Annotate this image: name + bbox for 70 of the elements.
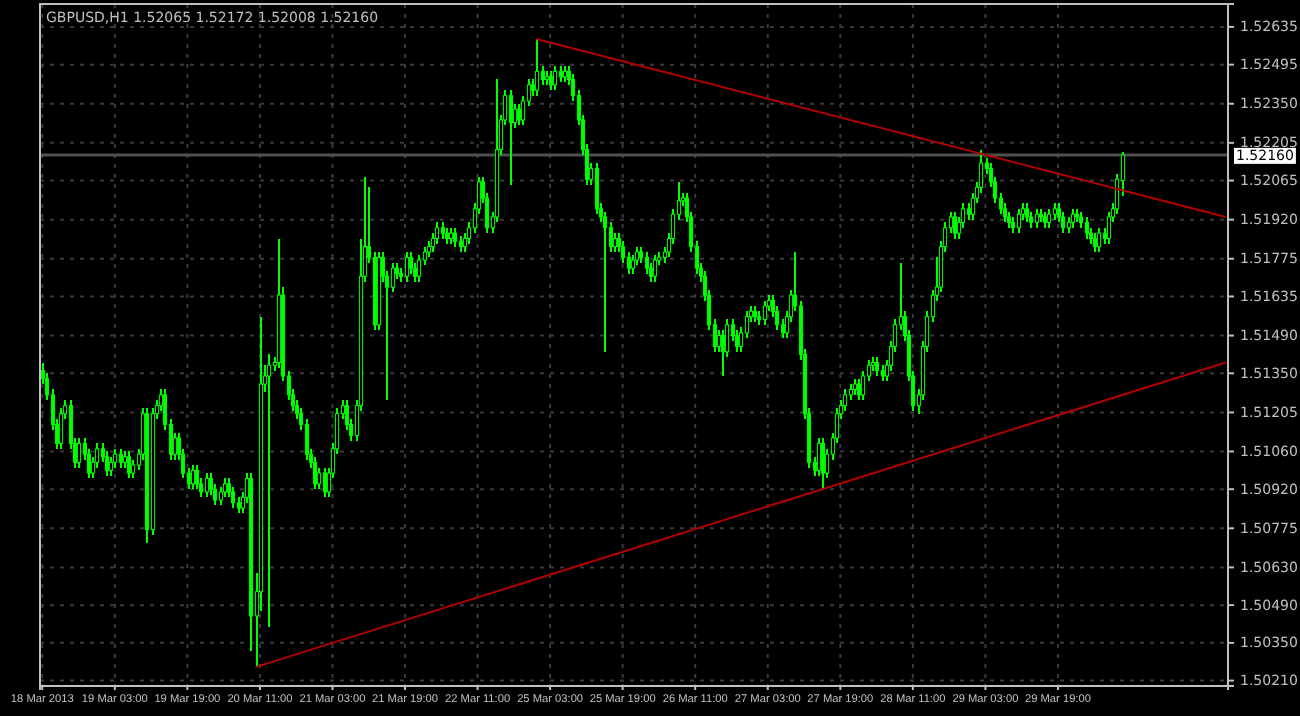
candlestick xyxy=(548,70,554,92)
candlestick xyxy=(230,485,236,510)
candlestick xyxy=(1092,232,1098,253)
candlestick xyxy=(126,450,132,480)
candlestick xyxy=(874,356,880,377)
candlestick xyxy=(218,485,224,507)
candlestick xyxy=(562,65,568,84)
candlestick xyxy=(540,65,546,86)
candlestick xyxy=(856,377,862,402)
candlestick xyxy=(322,466,328,499)
candlestick xyxy=(1096,226,1102,253)
candlestick xyxy=(204,472,210,499)
candlestick xyxy=(376,251,382,332)
candlestick xyxy=(952,210,958,240)
candlestick xyxy=(444,226,450,245)
candlestick xyxy=(1046,207,1052,229)
candlestick xyxy=(558,65,564,84)
candlestick xyxy=(108,455,114,477)
candlestick xyxy=(602,210,608,353)
candlestick xyxy=(594,162,600,216)
candlestick xyxy=(458,234,464,253)
candlestick xyxy=(404,251,410,283)
candlestick xyxy=(112,447,118,469)
candlestick xyxy=(1042,210,1048,229)
candlestick xyxy=(852,377,858,396)
candlestick xyxy=(434,221,440,245)
candlestick xyxy=(222,477,228,499)
candlestick xyxy=(408,251,414,275)
candlestick xyxy=(508,89,514,186)
candlestick xyxy=(880,364,886,383)
candlestick xyxy=(1052,202,1058,221)
candlestick xyxy=(762,299,768,326)
candlestick xyxy=(190,463,196,491)
candlestick xyxy=(448,226,454,245)
candlestick xyxy=(312,455,318,491)
candlestick xyxy=(58,407,64,450)
candlestick xyxy=(416,253,422,283)
candlestick xyxy=(118,447,124,469)
candlestick xyxy=(440,221,446,240)
candlestick xyxy=(820,437,826,491)
candlestick xyxy=(1028,210,1034,229)
candlestick xyxy=(1106,210,1112,245)
candlestick xyxy=(630,253,636,275)
candlestick xyxy=(1074,207,1080,224)
candlestick xyxy=(1038,207,1044,224)
candlestick xyxy=(1034,207,1040,229)
candlestick xyxy=(652,253,658,283)
candlestick xyxy=(1084,215,1090,240)
candlestick xyxy=(426,240,432,259)
candlestick xyxy=(552,65,558,92)
candlestick xyxy=(1010,215,1016,235)
candlestick xyxy=(1070,207,1076,229)
candlestick xyxy=(516,102,522,127)
candlestick xyxy=(634,245,640,267)
candlestick xyxy=(144,407,150,545)
candlestick xyxy=(842,388,848,413)
candlestick xyxy=(104,450,110,477)
candlestick xyxy=(644,251,650,275)
candlestick xyxy=(752,304,758,324)
candlestick xyxy=(1060,210,1066,235)
candlestick xyxy=(1024,202,1030,224)
candlestick xyxy=(534,38,540,97)
candlestick xyxy=(452,226,458,248)
candlestick xyxy=(1016,207,1022,235)
candlestick xyxy=(194,463,200,491)
candlestick xyxy=(1006,210,1012,229)
candlestick xyxy=(1066,215,1072,235)
candlestick xyxy=(150,407,156,537)
candlestick xyxy=(266,353,272,628)
candlestick xyxy=(76,437,82,469)
